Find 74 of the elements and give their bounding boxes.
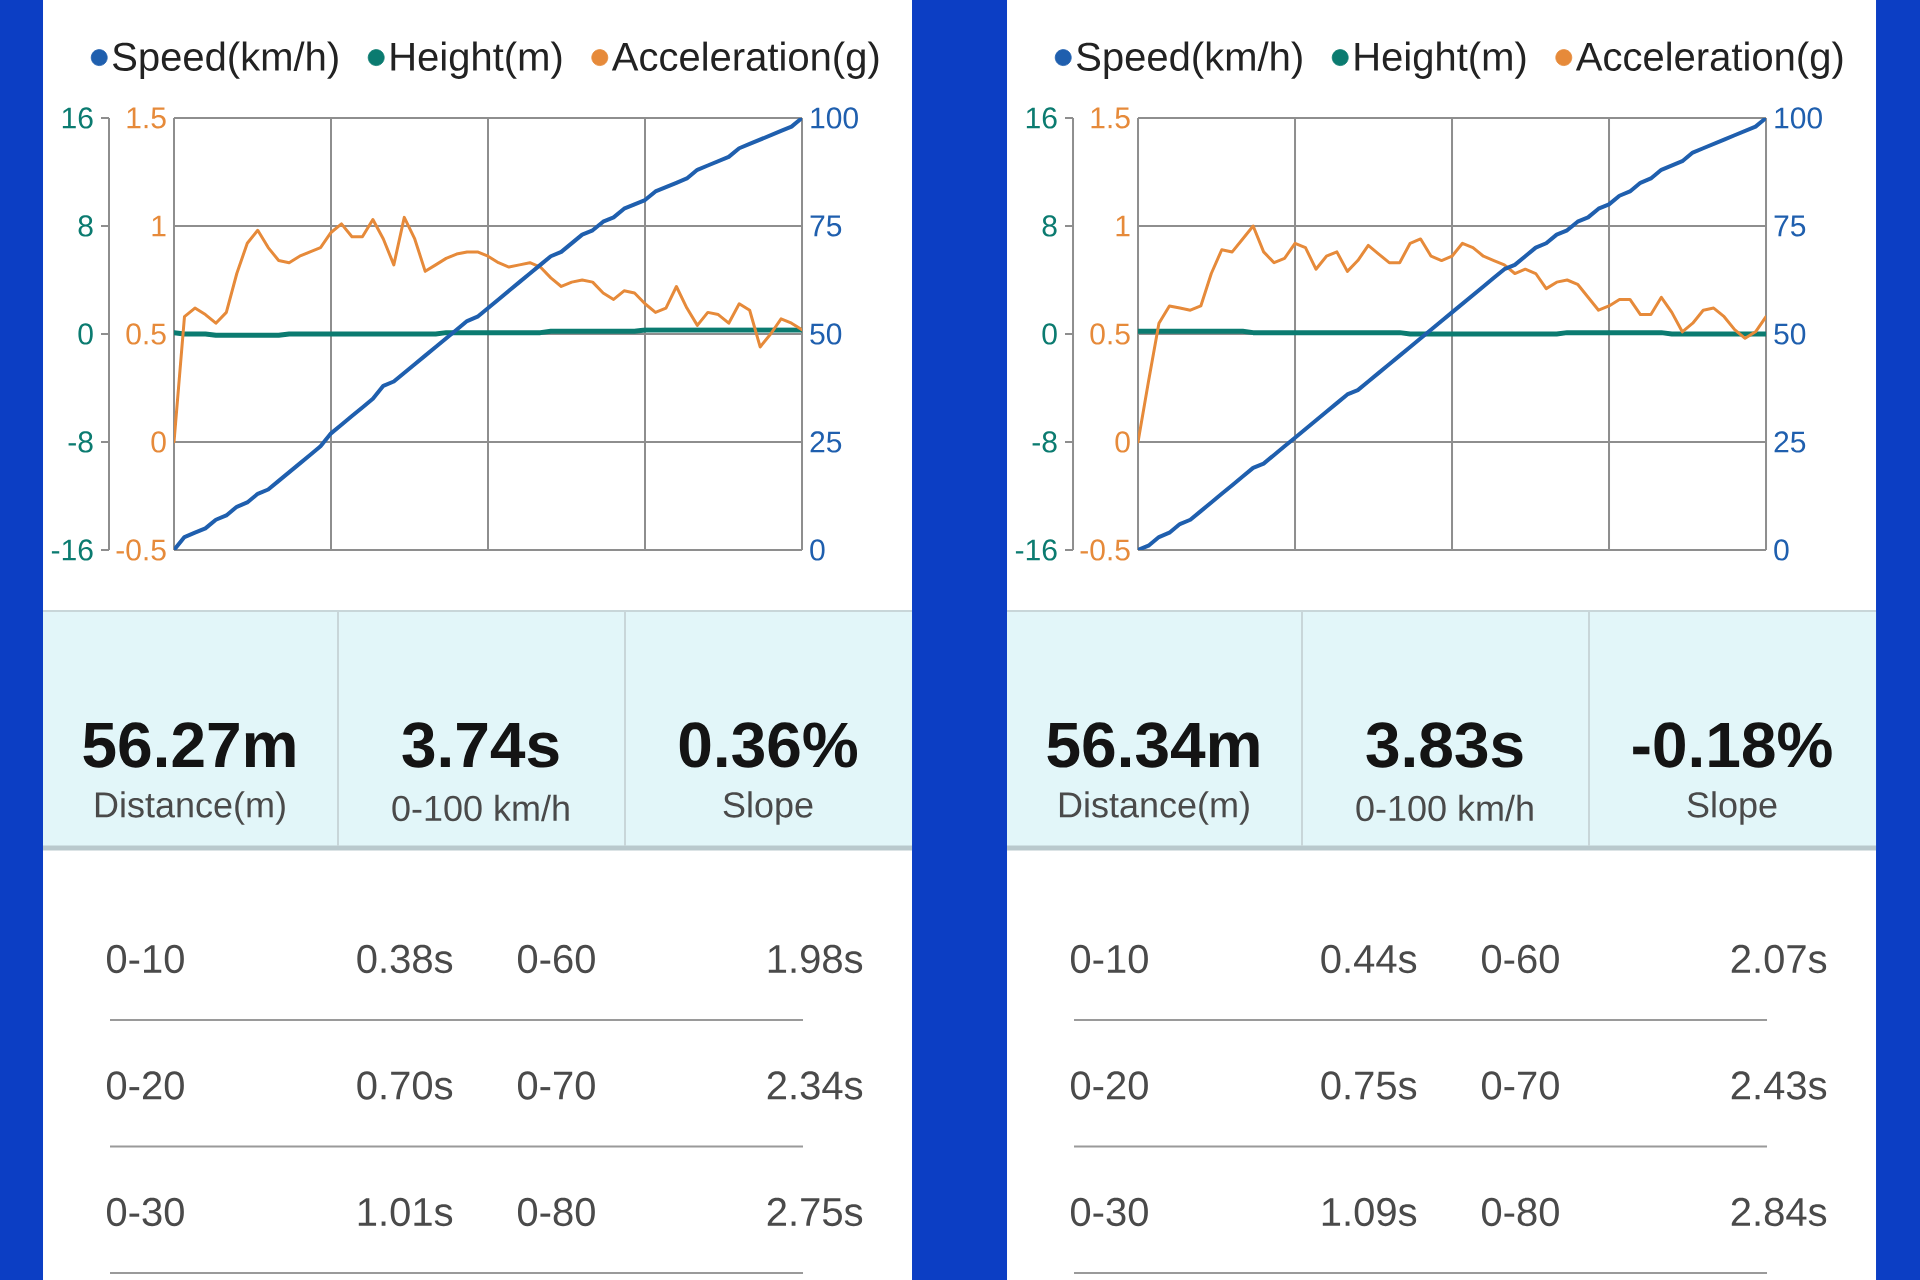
text: 0-70: [1481, 1071, 1559, 1100]
y3-tick-label: 0.5: [126, 323, 166, 345]
text: 0-80: [1481, 1197, 1559, 1227]
y-tick-label: 16: [62, 107, 93, 129]
text: 0-10: [106, 944, 184, 974]
text: 2.43s: [1731, 1071, 1827, 1100]
y2-tick-label: 25: [810, 431, 842, 453]
text: 0.70s: [357, 1071, 453, 1100]
y2-tick-label: 100: [1775, 107, 1822, 129]
y3-tick-label: 0.5: [1090, 323, 1130, 345]
line-series: [1138, 224, 1767, 444]
y-tick-label: 0: [78, 323, 93, 345]
y3-tick-label: 0: [1115, 431, 1130, 453]
y-tick-label: -8: [68, 431, 93, 453]
text: 0.36%: [679, 722, 858, 768]
legend-label: Height(m): [1355, 41, 1526, 79]
text: 2.34s: [767, 1071, 863, 1100]
text: Distance(m): [1059, 791, 1249, 825]
y-tick-label: 8: [78, 215, 93, 237]
text: 56.27m: [83, 722, 295, 768]
text: 0-60: [1481, 944, 1559, 974]
y3-tick-label: 1.5: [1091, 107, 1130, 129]
line-series: [174, 215, 803, 444]
y2-tick-label: 50: [1774, 323, 1806, 345]
y3-tick-label: -0.5: [1080, 539, 1130, 561]
text: 0.75s: [1321, 1071, 1417, 1100]
text: 0.44s: [1321, 944, 1417, 974]
y3-tick-label: -0.5: [116, 539, 166, 561]
y3-tick-label: 1: [1116, 215, 1130, 237]
y2-tick-label: 75: [1774, 215, 1806, 237]
y2-tick-label: 50: [810, 323, 842, 345]
y2-tick-label: 75: [810, 215, 842, 237]
text: 0-20: [106, 1071, 184, 1100]
text: 3.83s: [1366, 722, 1523, 768]
text: Distance(m): [95, 791, 285, 825]
text: 3.74s: [402, 722, 559, 768]
legend-label: Speed(km/h): [1077, 41, 1302, 79]
text: 2.07s: [1731, 944, 1827, 974]
y-tick-label: 0: [1042, 323, 1057, 345]
y-tick-label: 8: [1042, 215, 1057, 237]
y2-tick-label: 0: [810, 539, 825, 561]
text: 0-10: [1070, 944, 1148, 974]
y-tick-label: -16: [51, 539, 93, 561]
y-tick-label: -16: [1015, 539, 1057, 561]
text: -0.18%: [1633, 722, 1832, 768]
text: 0.38s: [357, 944, 453, 974]
y2-tick-label: 100: [811, 107, 858, 129]
text: 2.84s: [1731, 1197, 1827, 1227]
text: 1.98s: [768, 944, 863, 974]
text: 2.75s: [767, 1197, 863, 1227]
text: 0-30: [1070, 1197, 1148, 1227]
y3-tick-label: 1: [152, 215, 166, 237]
legend-label: Height(m): [391, 41, 562, 79]
text: Slope: [723, 791, 813, 825]
y2-tick-label: 0: [1774, 539, 1789, 561]
text: Slope: [1687, 791, 1777, 825]
text: 0-20: [1070, 1071, 1148, 1100]
text: 56.34m: [1047, 722, 1259, 768]
text: 0-70: [517, 1071, 595, 1100]
y-tick-label: -8: [1032, 431, 1057, 453]
text: 1.01s: [358, 1197, 453, 1227]
legend-label: Acceleration(g): [611, 41, 879, 79]
y-tick-label: 16: [1026, 107, 1057, 129]
text: 0-80: [517, 1197, 595, 1227]
text: 1.09s: [1322, 1197, 1417, 1227]
y3-tick-label: 0: [151, 431, 166, 453]
text: 0-100 km/h: [1356, 794, 1533, 822]
text: 0-30: [106, 1197, 184, 1227]
y2-tick-label: 25: [1774, 431, 1806, 453]
y3-tick-label: 1.5: [127, 107, 166, 129]
legend-label: Speed(km/h): [113, 41, 338, 79]
text: 0-100 km/h: [392, 794, 569, 822]
legend-label: Acceleration(g): [1575, 41, 1843, 79]
text: 0-60: [517, 944, 595, 974]
